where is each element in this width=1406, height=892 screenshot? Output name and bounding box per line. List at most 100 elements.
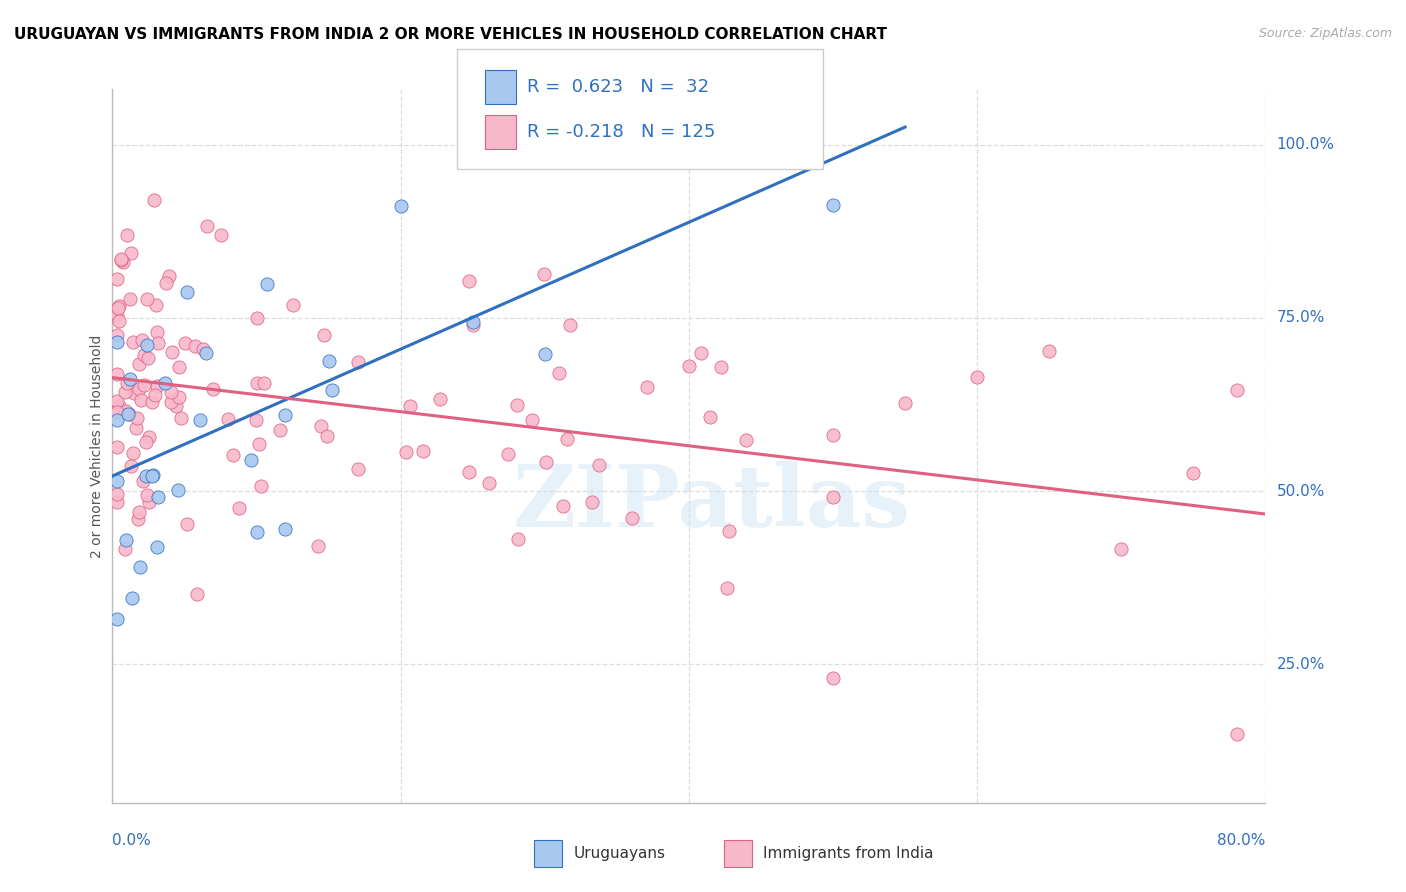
Point	[135, 468, 157, 483]
Point	[184, 339, 207, 353]
Point	[105, 328, 128, 343]
Point	[167, 483, 190, 497]
Point	[318, 354, 340, 368]
Point	[620, 511, 643, 525]
Point	[496, 447, 519, 461]
Point	[155, 277, 177, 291]
Point	[560, 318, 582, 332]
Point	[167, 359, 190, 374]
Point	[131, 475, 153, 489]
Point	[110, 253, 132, 268]
Point	[699, 409, 721, 424]
Point	[821, 671, 844, 685]
Point	[141, 468, 163, 483]
Point	[221, 448, 243, 462]
Point	[581, 495, 603, 509]
Point	[105, 612, 128, 626]
Point	[533, 267, 555, 281]
Point	[315, 428, 337, 442]
Point	[191, 343, 214, 357]
Point	[506, 533, 529, 547]
Point	[146, 325, 169, 339]
Point	[478, 476, 501, 491]
Point	[274, 522, 297, 536]
Point	[717, 524, 740, 538]
Point	[398, 399, 420, 413]
Point	[966, 370, 988, 384]
Point	[553, 499, 575, 513]
Point	[176, 516, 198, 531]
Point	[412, 444, 434, 458]
Point	[735, 433, 758, 447]
Point	[394, 445, 416, 459]
Point	[347, 354, 370, 368]
Point	[145, 298, 167, 312]
Point	[115, 533, 138, 547]
Point	[148, 336, 170, 351]
Point	[1182, 467, 1205, 481]
Point	[534, 455, 557, 469]
Point	[112, 255, 135, 269]
Text: 80.0%: 80.0%	[1218, 833, 1265, 848]
Point	[894, 396, 917, 410]
Point	[217, 412, 239, 426]
Point	[186, 587, 208, 601]
Point	[128, 382, 150, 396]
Point	[108, 314, 131, 328]
Point	[134, 378, 156, 392]
Point	[309, 418, 332, 433]
Point	[117, 408, 139, 422]
Point	[136, 338, 159, 352]
Point	[678, 359, 700, 373]
Point	[160, 345, 183, 359]
Point	[124, 421, 146, 435]
Y-axis label: 2 or more Vehicles in Household: 2 or more Vehicles in Household	[90, 334, 104, 558]
Point	[240, 453, 263, 467]
Text: 50.0%: 50.0%	[1277, 483, 1324, 499]
Point	[709, 359, 731, 374]
Point	[1226, 726, 1249, 740]
Point	[131, 333, 153, 347]
Point	[321, 383, 343, 397]
Text: Uruguayans: Uruguayans	[574, 847, 665, 861]
Point	[167, 390, 190, 404]
Point	[122, 385, 145, 400]
Point	[110, 252, 132, 266]
Point	[155, 376, 177, 390]
Point	[209, 227, 232, 242]
Point	[105, 474, 128, 488]
Text: R = -0.218   N = 125: R = -0.218 N = 125	[527, 123, 716, 141]
Point	[165, 399, 187, 413]
Point	[246, 311, 269, 326]
Point	[458, 465, 481, 479]
Point	[461, 315, 484, 329]
Point	[135, 487, 157, 501]
Point	[135, 434, 157, 449]
Point	[250, 478, 273, 492]
Point	[114, 542, 136, 557]
Point	[174, 336, 197, 351]
Text: 100.0%: 100.0%	[1277, 137, 1334, 153]
Text: R =  0.623   N =  32: R = 0.623 N = 32	[527, 78, 710, 95]
Point	[122, 446, 145, 460]
Point	[281, 298, 304, 312]
Point	[115, 404, 138, 418]
Point	[143, 388, 166, 402]
Point	[129, 392, 152, 407]
Point	[347, 462, 370, 476]
Point	[201, 382, 224, 396]
Point	[389, 199, 412, 213]
Point	[1038, 344, 1060, 359]
Point	[520, 413, 543, 427]
Point	[115, 227, 138, 242]
Point	[314, 327, 336, 342]
Point	[160, 394, 183, 409]
Point	[246, 376, 269, 390]
Point	[107, 301, 129, 316]
Text: 75.0%: 75.0%	[1277, 310, 1324, 326]
Point	[157, 268, 180, 283]
Point	[274, 408, 297, 422]
Point	[716, 581, 738, 595]
Point	[245, 413, 267, 427]
Point	[245, 525, 267, 540]
